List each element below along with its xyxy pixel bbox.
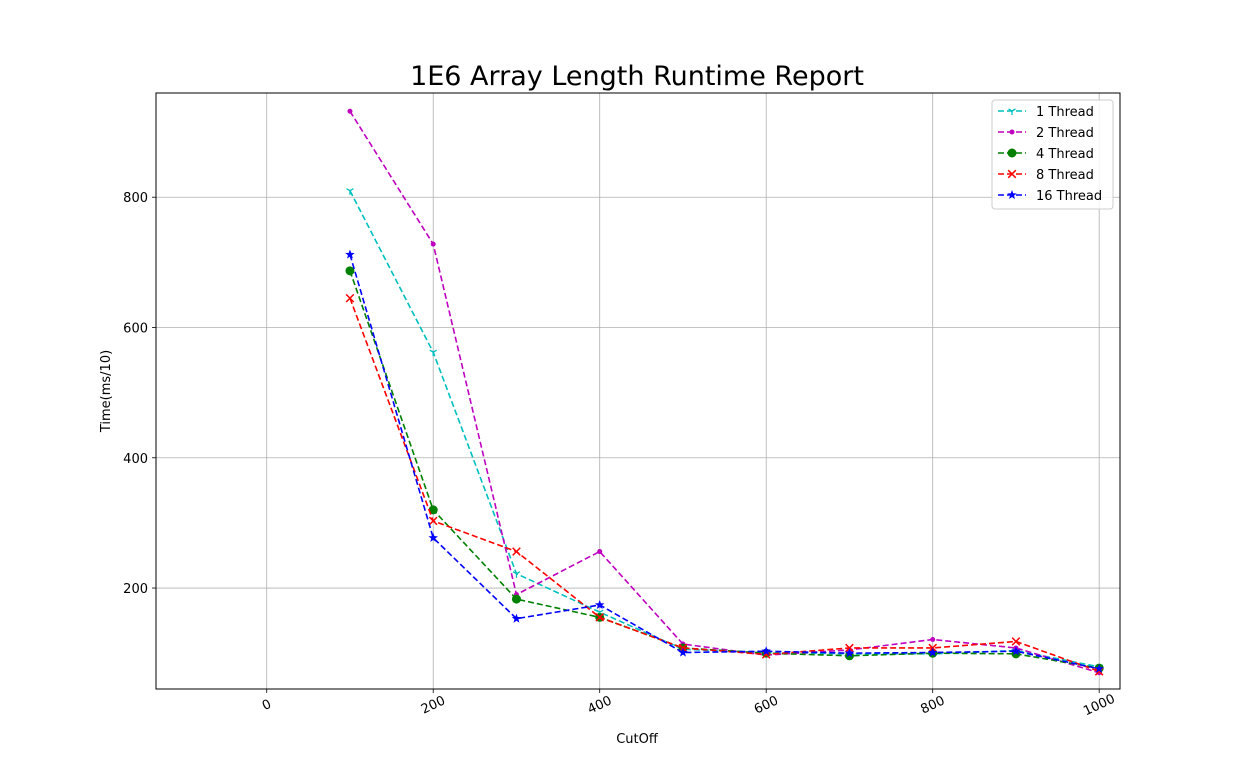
y-tick-label: 200 [123, 582, 148, 597]
x-tick-label: 1000 [1081, 692, 1117, 720]
data-point [1011, 646, 1021, 656]
legend-label: 8 Thread [1036, 168, 1094, 183]
data-point [512, 571, 521, 578]
series-5 [345, 249, 1104, 673]
series-lines [345, 108, 1104, 676]
series-line [349, 254, 1100, 670]
axis-ticks: 0 200 400 600 800 1000 200 400 600 800 [123, 191, 1117, 719]
data-point [428, 532, 438, 542]
series-line [349, 110, 1100, 674]
data-point [345, 249, 355, 259]
series-2 [347, 108, 1102, 676]
series-1 [346, 188, 1103, 671]
data-point [428, 516, 438, 526]
series-line [349, 270, 1100, 669]
x-tick-label: 0 [260, 697, 274, 714]
x-tick-label: 600 [752, 693, 781, 717]
series-line [349, 297, 1100, 673]
legend-marker [1009, 129, 1015, 135]
legend-item: 4 Thread [998, 147, 1094, 162]
data-point [927, 647, 938, 657]
data-point [595, 613, 605, 622]
data-point [511, 613, 522, 623]
series-line [349, 190, 1100, 668]
y-axis-label: Time(ms/10) [99, 350, 114, 433]
data-point [429, 349, 438, 357]
legend-marker [1007, 190, 1017, 200]
legend-item: 8 Thread [998, 168, 1094, 183]
data-point [346, 188, 354, 195]
series-4 [345, 293, 1104, 676]
x-tick-label: 400 [585, 693, 614, 717]
x-axis-label: CutOff [616, 732, 659, 747]
x-tick-label: 800 [918, 693, 947, 717]
legend-label: 16 Thread [1036, 189, 1102, 204]
y-tick-label: 400 [123, 452, 148, 467]
data-point [845, 643, 854, 653]
data-point [597, 549, 603, 555]
data-point [844, 648, 855, 658]
y-tick-label: 600 [123, 321, 148, 336]
data-point [512, 547, 521, 556]
data-point [430, 241, 436, 247]
legend-label: 2 Thread [1036, 126, 1094, 141]
y-tick-label: 800 [123, 191, 148, 206]
data-point [594, 599, 605, 610]
legend-marker [1007, 169, 1017, 179]
data-point [511, 594, 521, 604]
data-point [1011, 637, 1021, 646]
data-point [347, 108, 353, 114]
data-point [428, 505, 438, 515]
legend-item: 2 Thread [998, 126, 1094, 141]
legend-label: 1 Thread [1036, 105, 1094, 120]
legend-item: 16 Thread [998, 189, 1102, 204]
legend-marker [1007, 148, 1017, 158]
legend-marker [1008, 108, 1016, 115]
legend: 1 Thread 2 Thread 4 Thread 8 Thread 16 Threa… [991, 99, 1114, 210]
data-point [345, 266, 355, 276]
chart-title: 1E6 Array Length Runtime Report [410, 61, 864, 92]
data-point [761, 646, 771, 656]
data-point [1094, 663, 1104, 673]
data-point [930, 636, 936, 642]
plot-frame [155, 92, 1121, 690]
grid-lines [156, 93, 1120, 689]
legend-item: 1 Thread [998, 105, 1094, 120]
data-point [345, 293, 355, 303]
legend-label: 4 Thread [1036, 147, 1094, 162]
legend-box [991, 99, 1114, 210]
data-point [678, 647, 688, 657]
x-tick-label: 200 [419, 693, 448, 717]
